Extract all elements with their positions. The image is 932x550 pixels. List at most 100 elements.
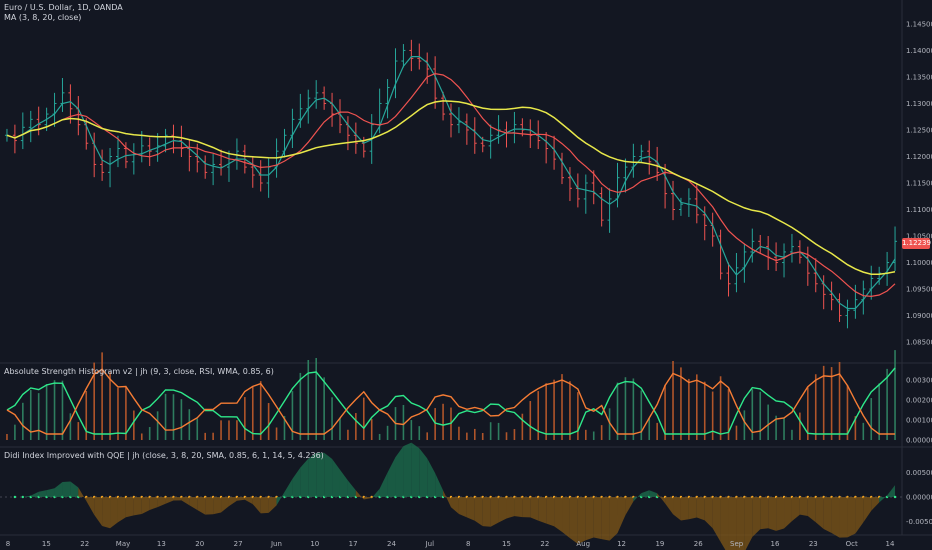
didi-area-segment xyxy=(665,497,674,515)
didi-area-segment xyxy=(807,497,816,523)
didi-area-segment xyxy=(197,497,206,515)
price-tick-label: 1.13000 xyxy=(906,100,932,108)
didi-area-segment xyxy=(831,497,840,538)
didi-area-segment xyxy=(649,490,658,497)
didi-area-segment xyxy=(236,497,245,501)
price-tick-label: 1.09000 xyxy=(906,312,932,320)
didi-signal-dot xyxy=(893,495,897,499)
price-tick-label: 1.09500 xyxy=(906,286,932,294)
didi-area-segment xyxy=(847,497,856,538)
ma-indicator-label[interactable]: MA (3, 8, 20, close) xyxy=(4,13,82,22)
didi-area-segment xyxy=(411,442,420,497)
price-tick-label: 1.12500 xyxy=(906,126,932,134)
didi-area-segment xyxy=(522,497,531,518)
didi-area-segment xyxy=(149,497,158,510)
price-tick-label: 1.13500 xyxy=(906,73,932,81)
didi-signal-dot xyxy=(13,495,17,499)
symbol-title[interactable]: Euro / U.S. Dollar, 1D, OANDA xyxy=(4,3,123,12)
didi-area-segment xyxy=(403,442,412,497)
didi-area-segment xyxy=(554,497,563,532)
didi-area-segment xyxy=(546,497,555,527)
time-axis-label: Oct xyxy=(846,540,858,548)
didi-area-segment xyxy=(316,452,325,497)
didi-area-segment xyxy=(688,497,697,520)
didi-area-segment xyxy=(736,497,745,550)
didi-area-segment xyxy=(760,497,769,530)
didi-signal-dot xyxy=(370,495,373,499)
didi-area-segment xyxy=(86,497,95,515)
didi-area-segment xyxy=(339,469,348,497)
didi-area-segment xyxy=(62,481,71,497)
ash-bull-line xyxy=(6,367,896,435)
time-axis-label: Aug xyxy=(576,540,590,548)
ash-legend[interactable]: Absolute Strength Histogram v2 | jh (9, … xyxy=(4,367,274,377)
time-axis-label: Sep xyxy=(730,540,744,548)
didi-area-segment xyxy=(466,497,475,521)
didi-area-segment xyxy=(173,497,182,501)
didi-area-segment xyxy=(863,497,872,523)
didi-area-segment xyxy=(791,497,800,522)
ash-title: Absolute Strength Histogram v2 | jh (9, … xyxy=(4,367,274,376)
time-axis-label: 8 xyxy=(466,540,470,548)
didi-area-segment xyxy=(633,493,642,502)
didi-area-segment xyxy=(506,497,515,519)
didi-area-segment xyxy=(141,497,150,514)
didi-area-segment xyxy=(371,488,380,499)
price-tick-label: 1.11000 xyxy=(906,206,932,214)
didi-title: Didi Index Improved with QQE | jh (close… xyxy=(4,451,324,460)
didi-area-segment xyxy=(268,497,277,513)
ma-3-line xyxy=(6,56,896,310)
didi-area-segment xyxy=(601,497,610,541)
didi-legend[interactable]: Didi Index Improved with QQE | jh (close… xyxy=(4,451,324,461)
price-tick-label: 1.10000 xyxy=(906,259,932,267)
didi-area-segment xyxy=(30,491,39,497)
didi-area-segment xyxy=(815,497,824,530)
didi-area-segment xyxy=(94,497,103,527)
didi-area-segment xyxy=(363,497,372,500)
time-axis-label: 15 xyxy=(502,540,511,548)
didi-area-segment xyxy=(300,458,309,497)
ma-8-line xyxy=(6,72,896,298)
didi-area-segment xyxy=(244,497,253,505)
didi-area-segment xyxy=(784,497,792,529)
didi-area-segment xyxy=(292,467,301,497)
didi-area-segment xyxy=(70,481,79,497)
didi-area-segment xyxy=(324,452,333,497)
didi-area-segment xyxy=(54,482,63,497)
didi-area-segment xyxy=(720,497,729,550)
didi-area-segment xyxy=(514,497,523,518)
didi-area-segment xyxy=(871,497,880,511)
time-axis-label: 19 xyxy=(655,540,664,548)
didi-area-segment xyxy=(308,452,317,497)
didi-area-segment xyxy=(387,457,396,497)
didi-area-segment xyxy=(102,497,111,529)
price-tick-label: 1.11500 xyxy=(906,180,932,188)
didi-area-segment xyxy=(744,497,753,550)
didi-area-segment xyxy=(879,495,888,503)
didi-area-segment xyxy=(443,490,451,508)
didi-area-segment xyxy=(228,497,237,507)
time-axis-label: Jul xyxy=(425,540,435,548)
time-axis-label: 8 xyxy=(6,540,10,548)
didi-area-segment xyxy=(252,497,261,514)
didi-area-segment xyxy=(332,458,340,497)
didi-area-segment xyxy=(213,497,222,515)
didi-area-segment xyxy=(625,497,634,516)
time-axis-label: May xyxy=(116,540,130,548)
didi-area-segment xyxy=(641,490,650,497)
time-axis-label: 10 xyxy=(310,540,319,548)
time-axis-label: 14 xyxy=(886,540,895,548)
price-tick-label: 1.14500 xyxy=(906,20,932,28)
didi-area-segment xyxy=(577,497,586,544)
didi-area-segment xyxy=(355,490,364,500)
time-axis-label: 15 xyxy=(42,540,51,548)
time-axis-label: 20 xyxy=(195,540,204,548)
